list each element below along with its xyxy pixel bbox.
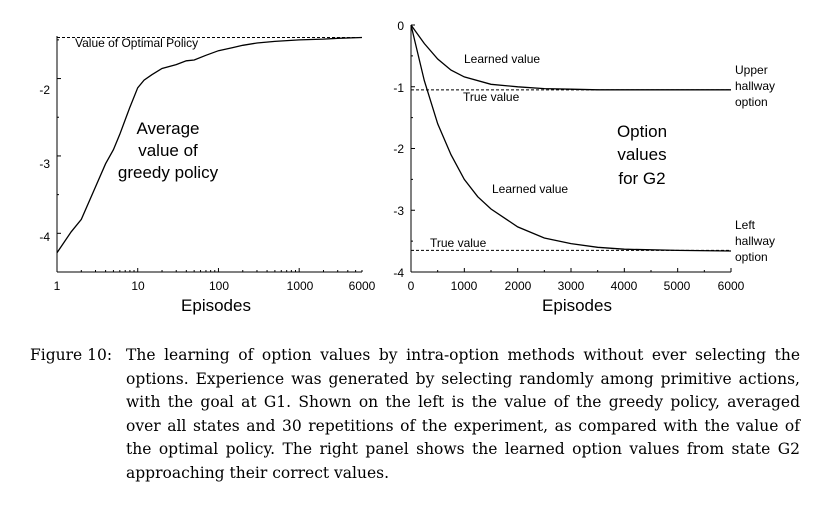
left-x-tick-label: 100 (209, 279, 229, 293)
left-annotation-line: greedy policy (118, 163, 219, 182)
left-learned-value-label: Learned value (492, 182, 568, 196)
left-true-value-label: True value (430, 236, 487, 250)
right-y-tick-label: -4 (393, 266, 404, 280)
upper-option-label: option (735, 95, 768, 109)
left-x-tick-label: 6000 (349, 279, 376, 293)
right-x-tick-label: 3000 (558, 279, 585, 293)
right-y-tick-label: -1 (393, 81, 404, 95)
left-x-tick-label: 1000 (287, 279, 314, 293)
upper-learned-value-curve (410, 24, 731, 91)
left-option-label: option (735, 250, 768, 264)
left-x-axis-label: Episodes (181, 296, 251, 315)
left-x-tick-label: 10 (131, 279, 145, 293)
figure-caption: Figure 10: The learning of option values… (30, 344, 800, 485)
left-chart: 1 10 100 1000 6000 -2 -3 -4 Value of Opt… (39, 36, 376, 315)
right-x-tick-label: 6000 (718, 279, 745, 293)
right-chart: 0 1000 2000 3000 4000 5000 6000 0 -1 -2 … (393, 19, 775, 315)
left-option-label: hallway (735, 234, 775, 248)
right-x-tick-label: 0 (408, 279, 415, 293)
upper-learned-value-label: Learned value (464, 52, 540, 66)
figure-caption-text: The learning of option values by intra-o… (126, 346, 800, 482)
left-option-label: Left (735, 218, 756, 232)
left-learned-value-curve (410, 24, 732, 252)
figure-caption-label: Figure 10: (30, 346, 113, 364)
upper-option-label: hallway (735, 79, 775, 93)
left-y-tick-label: -3 (39, 157, 50, 171)
right-x-tick-label: 5000 (664, 279, 691, 293)
greedy-policy-curve (56, 36, 363, 254)
left-annotation-line: value of (138, 141, 198, 160)
left-x-tick-label: 1 (54, 279, 61, 293)
right-y-tick-label: -2 (393, 142, 404, 156)
right-annotation-line: Option (617, 122, 667, 141)
left-y-tick-label: -2 (39, 83, 50, 97)
optimal-policy-label: Value of Optimal Policy (75, 36, 198, 50)
left-axis-ticks (57, 39, 363, 272)
right-annotation-line: for G2 (618, 169, 665, 188)
right-y-tick-label: 0 (397, 19, 404, 33)
upper-option-label: Upper (735, 63, 768, 77)
right-axis-ticks (411, 24, 732, 272)
left-annotation-line: Average (136, 119, 199, 138)
right-y-tick-label: -3 (393, 204, 404, 218)
figure-canvas: 1 10 100 1000 6000 -2 -3 -4 Value of Opt… (39, 19, 775, 315)
right-x-tick-label: 1000 (451, 279, 478, 293)
left-y-tick-label: -4 (39, 230, 50, 244)
right-x-tick-label: 2000 (505, 279, 532, 293)
right-x-axis-label: Episodes (542, 296, 612, 315)
right-annotation-line: values (617, 145, 666, 164)
right-x-tick-label: 4000 (611, 279, 638, 293)
upper-true-value-label: True value (463, 90, 520, 104)
